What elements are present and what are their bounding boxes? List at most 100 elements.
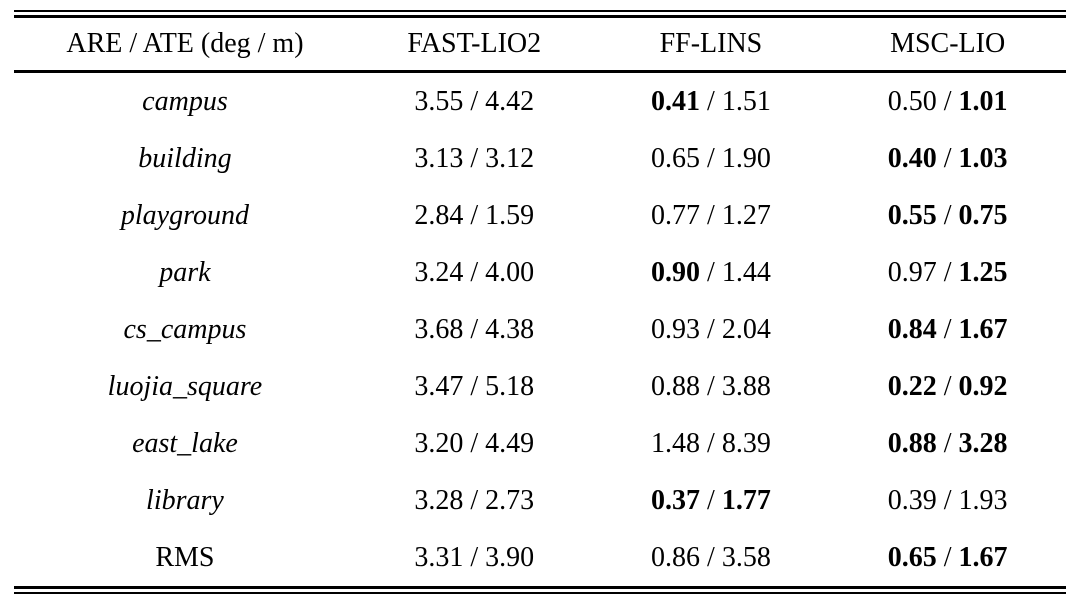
- table-row: building 3.13/3.12 0.65/1.90 0.40/1.03: [14, 130, 1066, 187]
- ate-value: 8.39: [721, 427, 771, 459]
- are-ate-cell: 3.28/2.73: [356, 472, 593, 529]
- are-value: 3.47: [414, 370, 464, 402]
- slash-separator: /: [943, 484, 952, 516]
- slash-separator: /: [707, 541, 715, 573]
- slash-separator: /: [470, 199, 479, 231]
- sequence-label-cell: RMS: [14, 529, 356, 586]
- table-row: east_lake 3.20/4.49 1.48/8.39 0.88/3.28: [14, 415, 1066, 472]
- ate-value: 1.27: [721, 199, 771, 231]
- are-value: 3.24: [414, 256, 464, 288]
- are-value: 3.55: [414, 85, 464, 117]
- sequence-name: playground: [120, 199, 249, 231]
- are-ate-cell: 2.84/1.59: [356, 187, 593, 244]
- table-bottom-rule: [14, 586, 1066, 594]
- slash-separator: /: [470, 484, 479, 516]
- are-value: 0.88: [887, 427, 937, 459]
- are-value: 3.31: [414, 541, 464, 573]
- ate-value: 1.67: [958, 313, 1008, 345]
- column-header-fast-lio2: FAST-LIO2: [355, 18, 593, 73]
- table-body: campus 3.55/4.42 0.41/1.51 0.50/1.01 buildin…: [14, 72, 1066, 587]
- are-value: 0.88: [651, 370, 701, 402]
- are-value: 3.20: [414, 427, 464, 459]
- sequence-name: luojia_square: [107, 370, 263, 402]
- sequence-label-cell: east_lake: [14, 415, 356, 472]
- slash-separator: /: [470, 541, 479, 573]
- column-header-msc-lio: MSC-LIO: [829, 18, 1066, 73]
- are-value: 0.97: [887, 256, 937, 288]
- are-value: 0.86: [651, 541, 701, 573]
- slash-separator: /: [470, 427, 479, 459]
- table-row: luojia_square 3.47/5.18 0.88/3.88 0.22/0.92: [14, 358, 1066, 415]
- are-value: 0.65: [651, 142, 701, 174]
- ate-value: 1.51: [721, 85, 771, 117]
- slash-separator: /: [707, 370, 715, 402]
- ate-value: 1.77: [721, 484, 771, 516]
- are-ate-cell: 0.22/0.92: [829, 358, 1066, 415]
- slash-separator: /: [707, 313, 715, 345]
- are-ate-cell: 0.41/1.51: [593, 72, 830, 131]
- ate-value: 4.42: [485, 85, 535, 117]
- slash-separator: /: [470, 85, 479, 117]
- ate-value: 0.92: [958, 370, 1008, 402]
- sequence-label-cell: luojia_square: [14, 358, 356, 415]
- ate-value: 4.49: [485, 427, 535, 459]
- are-value: 0.39: [887, 484, 937, 516]
- ate-value: 1.25: [958, 256, 1008, 288]
- ate-value: 0.75: [958, 199, 1008, 231]
- are-value: 0.90: [651, 256, 701, 288]
- slash-separator: /: [943, 370, 952, 402]
- are-value: 3.13: [414, 142, 464, 174]
- slash-separator: /: [470, 370, 479, 402]
- ate-value: 1.93: [958, 484, 1008, 516]
- slash-separator: /: [470, 142, 479, 174]
- ate-value: 5.18: [485, 370, 535, 402]
- slash-separator: /: [707, 85, 715, 117]
- are-ate-cell: 0.65/1.67: [829, 529, 1066, 586]
- sequence-name: park: [159, 256, 211, 288]
- sequence-label-cell: cs_campus: [14, 301, 356, 358]
- ate-value: 4.38: [485, 313, 535, 345]
- slash-separator: /: [470, 256, 479, 288]
- are-ate-cell: 0.88/3.28: [829, 415, 1066, 472]
- table-top-rule: [14, 10, 1066, 18]
- are-value: 3.28: [414, 484, 464, 516]
- ate-value: 1.90: [721, 142, 771, 174]
- table-row: library 3.28/2.73 0.37/1.77 0.39/1.93: [14, 472, 1066, 529]
- benchmark-table: ARE / ATE (deg / m) FAST-LIO2 FF-LINS MS…: [14, 18, 1066, 586]
- are-ate-cell: 0.39/1.93: [829, 472, 1066, 529]
- are-ate-cell: 0.86/3.58: [593, 529, 830, 586]
- are-ate-cell: 0.93/2.04: [593, 301, 830, 358]
- are-value: 0.37: [651, 484, 701, 516]
- ate-value: 1.01: [958, 85, 1008, 117]
- slash-separator: /: [707, 484, 715, 516]
- sequence-name: library: [146, 484, 224, 516]
- are-value: 0.55: [887, 199, 937, 231]
- are-value: 0.41: [651, 85, 701, 117]
- ate-value: 4.00: [485, 256, 535, 288]
- are-ate-cell: 0.55/0.75: [829, 187, 1066, 244]
- are-ate-cell: 3.47/5.18: [356, 358, 593, 415]
- are-value: 0.50: [887, 85, 937, 117]
- are-ate-cell: 3.13/3.12: [356, 130, 593, 187]
- ate-value: 1.67: [958, 541, 1008, 573]
- ate-value: 1.59: [485, 199, 535, 231]
- sequence-label-cell: library: [14, 472, 356, 529]
- are-ate-cell: 0.37/1.77: [593, 472, 830, 529]
- slash-separator: /: [943, 85, 952, 117]
- are-value: 0.22: [887, 370, 937, 402]
- slash-separator: /: [943, 541, 952, 573]
- are-ate-cell: 0.65/1.90: [593, 130, 830, 187]
- ate-value: 3.28: [958, 427, 1008, 459]
- are-value: 3.68: [414, 313, 464, 345]
- are-ate-cell: 0.50/1.01: [829, 72, 1066, 131]
- are-value: 2.84: [414, 199, 464, 231]
- slash-separator: /: [943, 427, 952, 459]
- table-row: park 3.24/4.00 0.90/1.44 0.97/1.25: [14, 244, 1066, 301]
- are-ate-cell: 3.24/4.00: [356, 244, 593, 301]
- ate-value: 1.03: [958, 142, 1008, 174]
- are-ate-cell: 0.88/3.88: [593, 358, 830, 415]
- results-table: ARE / ATE (deg / m) FAST-LIO2 FF-LINS MS…: [14, 0, 1066, 594]
- are-ate-cell: 1.48/8.39: [593, 415, 830, 472]
- are-ate-cell: 3.31/3.90: [356, 529, 593, 586]
- slash-separator: /: [707, 427, 715, 459]
